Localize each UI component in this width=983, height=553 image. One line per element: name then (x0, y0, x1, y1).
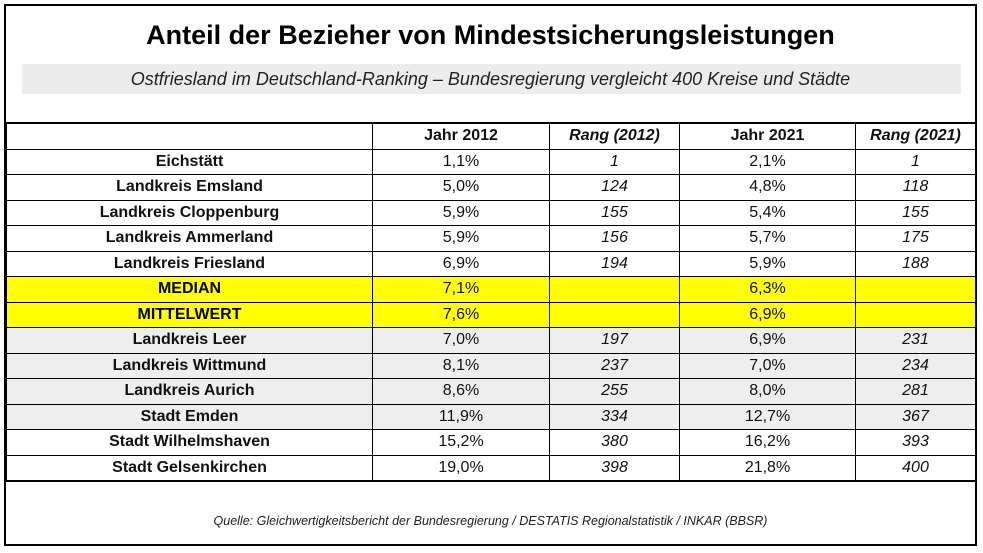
cell-jahr-2021: 21,8% (679, 454, 856, 482)
cell-jahr-2012: 5,9% (372, 225, 550, 252)
cell-rang-2021: 234 (855, 352, 976, 379)
cell-rang-2021: 400 (855, 454, 976, 482)
table-row: Stadt Gelsenkirchen 19,0% 398 21,8% 400 (6, 454, 976, 482)
cell-jahr-2021: 16,2% (679, 429, 856, 456)
row-name: Landkreis Leer (6, 327, 373, 354)
row-name: Landkreis Emsland (6, 174, 373, 201)
table-row: Stadt Wilhelmshaven 15,2% 380 16,2% 393 (6, 429, 976, 456)
cell-jahr-2012: 7,1% (372, 276, 550, 303)
cell-jahr-2021: 12,7% (679, 403, 856, 430)
cell-jahr-2021: 6,9% (679, 301, 856, 328)
cell-jahr-2021: 2,1% (679, 148, 856, 175)
cell-rang-2012: 255 (549, 378, 680, 405)
row-name: Landkreis Ammerland (6, 225, 373, 252)
cell-jahr-2012: 19,0% (372, 454, 550, 482)
cell-jahr-2021: 4,8% (679, 174, 856, 201)
cell-rang-2021: 1 (855, 148, 976, 175)
cell-rang-2012: 237 (549, 352, 680, 379)
table-row: Landkreis Ammerland 5,9% 156 5,7% 175 (6, 225, 976, 252)
source-note: Quelle: Gleichwertigkeitsbericht der Bun… (213, 514, 768, 528)
cell-rang-2012: 194 (549, 250, 680, 277)
table-body: Eichstätt 1,1% 1 2,1% 1 Landkreis Emsland 5,0%… (6, 148, 976, 482)
table-row: Stadt Emden 11,9% 334 12,7% 367 (6, 403, 976, 430)
page-title: Anteil der Bezieher von Mindestsicherung… (146, 20, 835, 50)
row-name: Eichstätt (6, 148, 373, 175)
cell-jahr-2021: 5,7% (679, 225, 856, 252)
data-table: Jahr 2012 Rang (2012) Jahr 2021 Rang (20… (6, 122, 976, 482)
cell-jahr-2021: 6,9% (679, 327, 856, 354)
cell-rang-2021: 281 (855, 378, 976, 405)
header-name (6, 122, 373, 150)
header-jahr-2012: Jahr 2012 (372, 122, 550, 150)
row-name: Stadt Gelsenkirchen (6, 454, 373, 482)
cell-rang-2012: 197 (549, 327, 680, 354)
row-name: Landkreis Friesland (6, 250, 373, 277)
cell-jahr-2012: 8,6% (372, 378, 550, 405)
table-row: Landkreis Leer 7,0% 197 6,9% 231 (6, 327, 976, 354)
row-name: Stadt Wilhelmshaven (6, 429, 373, 456)
cell-jahr-2012: 5,9% (372, 199, 550, 226)
cell-jahr-2012: 6,9% (372, 250, 550, 277)
cell-rang-2021 (855, 301, 976, 328)
row-name: Stadt Emden (6, 403, 373, 430)
cell-jahr-2012: 5,0% (372, 174, 550, 201)
cell-rang-2012: 334 (549, 403, 680, 430)
header-rang-2012: Rang (2012) (549, 122, 680, 150)
row-name: MITTELWERT (6, 301, 373, 328)
row-name: Landkreis Wittmund (6, 352, 373, 379)
page-subtitle: Ostfriesland im Deutschland-Ranking – Bu… (130, 69, 851, 89)
table-row: Landkreis Cloppenburg 5,9% 155 5,4% 155 (6, 199, 976, 226)
table-row: Landkreis Emsland 5,0% 124 4,8% 118 (6, 174, 976, 201)
row-name: Landkreis Aurich (6, 378, 373, 405)
cell-jahr-2021: 6,3% (679, 276, 856, 303)
cell-rang-2021 (855, 276, 976, 303)
table-row: MEDIAN 7,1% 6,3% (6, 276, 976, 303)
cell-rang-2012: 156 (549, 225, 680, 252)
cell-rang-2021: 118 (855, 174, 976, 201)
cell-rang-2012: 124 (549, 174, 680, 201)
cell-jahr-2012: 8,1% (372, 352, 550, 379)
subtitle-band (22, 64, 961, 94)
cell-jahr-2021: 5,9% (679, 250, 856, 277)
table-row: Landkreis Wittmund 8,1% 237 7,0% 234 (6, 352, 976, 379)
table-row: MITTELWERT 7,6% 6,9% (6, 301, 976, 328)
cell-jahr-2012: 11,9% (372, 403, 550, 430)
cell-jahr-2021: 8,0% (679, 378, 856, 405)
cell-rang-2021: 231 (855, 327, 976, 354)
table-row: Landkreis Aurich 8,6% 255 8,0% 281 (6, 378, 976, 405)
table-frame: Anteil der Bezieher von Mindestsicherung… (4, 4, 977, 546)
cell-jahr-2012: 1,1% (372, 148, 550, 175)
header-row: Jahr 2012 Rang (2012) Jahr 2021 Rang (20… (6, 122, 976, 150)
cell-jahr-2012: 7,6% (372, 301, 550, 328)
table-row: Landkreis Friesland 6,9% 194 5,9% 188 (6, 250, 976, 277)
cell-rang-2021: 175 (855, 225, 976, 252)
cell-rang-2021: 393 (855, 429, 976, 456)
row-name: Landkreis Cloppenburg (6, 199, 373, 226)
cell-jahr-2012: 7,0% (372, 327, 550, 354)
cell-rang-2021: 155 (855, 199, 976, 226)
cell-rang-2012 (549, 301, 680, 328)
cell-rang-2012: 1 (549, 148, 680, 175)
cell-rang-2021: 188 (855, 250, 976, 277)
cell-jahr-2021: 5,4% (679, 199, 856, 226)
cell-rang-2012 (549, 276, 680, 303)
table-row: Eichstätt 1,1% 1 2,1% 1 (6, 148, 976, 175)
header-rang-2021: Rang (2021) (855, 122, 976, 150)
cell-rang-2012: 398 (549, 454, 680, 482)
cell-jahr-2021: 7,0% (679, 352, 856, 379)
cell-jahr-2012: 15,2% (372, 429, 550, 456)
header-jahr-2021: Jahr 2021 (679, 122, 856, 150)
cell-rang-2021: 367 (855, 403, 976, 430)
row-name: MEDIAN (6, 276, 373, 303)
cell-rang-2012: 155 (549, 199, 680, 226)
cell-rang-2012: 380 (549, 429, 680, 456)
